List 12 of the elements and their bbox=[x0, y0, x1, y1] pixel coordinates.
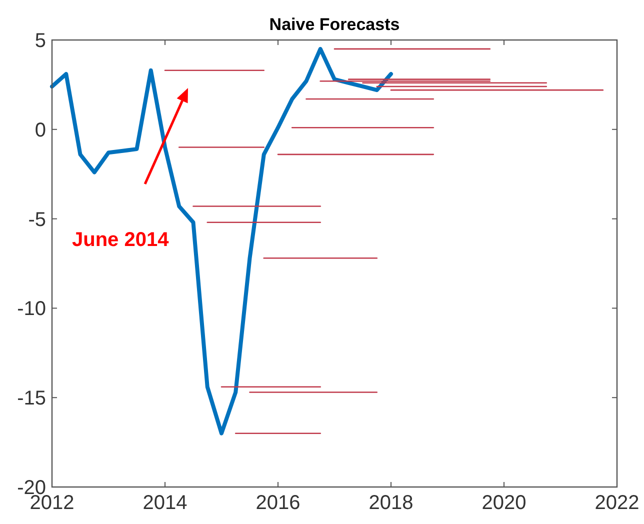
x-tick-label: 2022 bbox=[594, 492, 640, 514]
y-tick-label: -5 bbox=[28, 208, 46, 231]
y-tick-label: -15 bbox=[17, 388, 46, 410]
y-tick-label: 5 bbox=[34, 30, 46, 52]
y-tick-label: -10 bbox=[17, 298, 46, 320]
x-tick-label: 2016 bbox=[256, 492, 300, 514]
x-tick-label: 2020 bbox=[482, 492, 526, 514]
y-tick-label: 0 bbox=[34, 119, 46, 142]
annotation: June 2014 bbox=[72, 229, 170, 251]
x-tick-label: 2014 bbox=[142, 492, 188, 514]
chart-title: Naive Forecasts bbox=[269, 15, 400, 34]
x-tick-label: 2018 bbox=[368, 492, 414, 514]
